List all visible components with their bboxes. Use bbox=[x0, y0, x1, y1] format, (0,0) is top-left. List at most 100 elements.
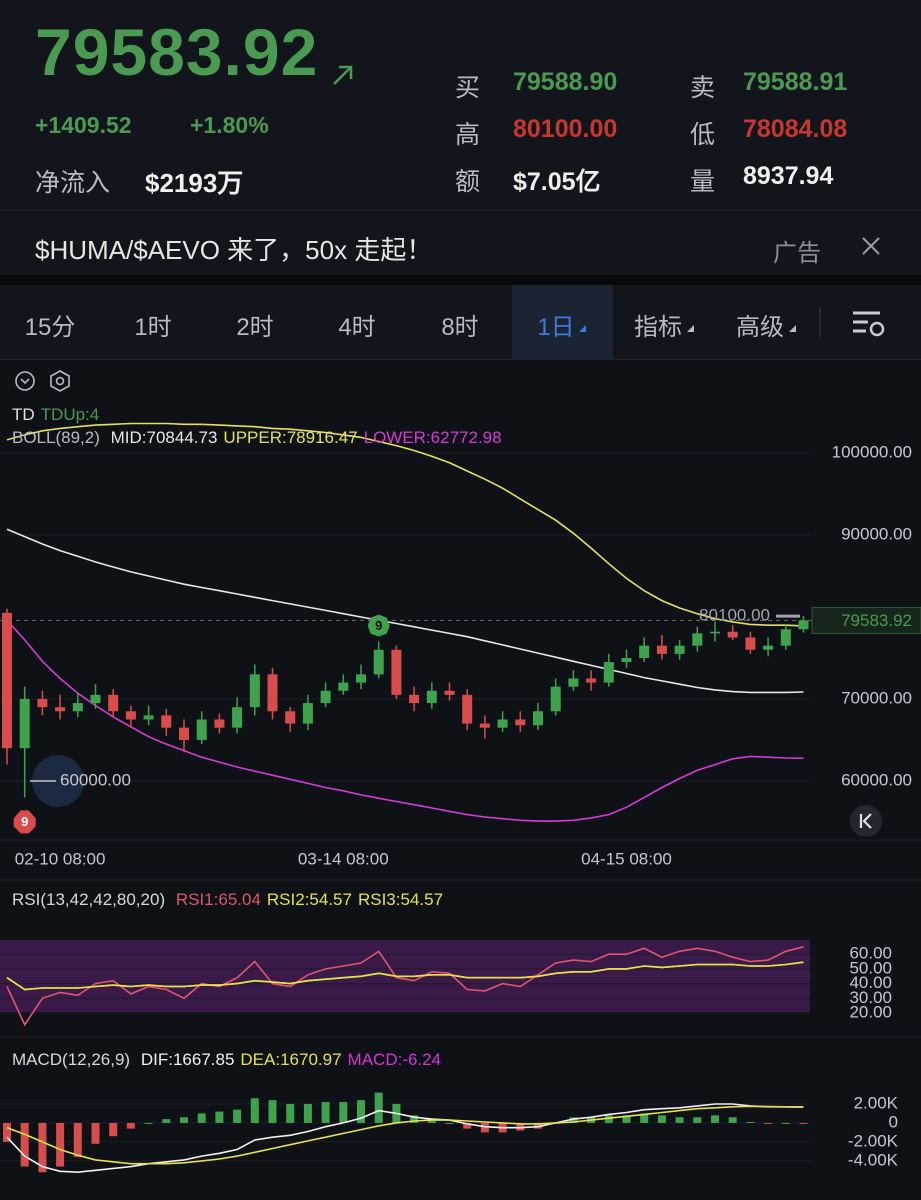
candle-body bbox=[179, 727, 189, 740]
macd-bar bbox=[622, 1115, 631, 1123]
candle-body bbox=[19, 698, 30, 749]
legend-entry: UPPER:78916.47 bbox=[223, 428, 358, 447]
candle-body bbox=[710, 631, 720, 634]
macd-bar bbox=[3, 1122, 11, 1142]
x-tick-label: 04-15 08:00 bbox=[581, 849, 672, 868]
macd-bar bbox=[126, 1122, 135, 1129]
indicator-line bbox=[6, 528, 804, 694]
y-tick-label: 50.00 bbox=[849, 958, 892, 977]
indicator-line bbox=[6, 422, 804, 627]
stat-value: 79588.90 bbox=[513, 68, 618, 96]
legend-label: MACD(12,26,9) bbox=[12, 1050, 131, 1069]
tab[interactable]: 高级 bbox=[736, 314, 784, 341]
macd-bar bbox=[480, 1122, 489, 1133]
tab[interactable]: 指标 bbox=[634, 314, 682, 341]
legend-entry: DIF:1667.85 bbox=[140, 1050, 235, 1069]
legend-label: RSI(13,42,42,80,20) bbox=[12, 890, 166, 909]
indicator-line bbox=[6, 1105, 804, 1165]
legend-entry: LOWER:62772.98 bbox=[363, 428, 502, 447]
tab-bar: 15分 1时 2时 4时 8时 1日 指标 高级 bbox=[0, 285, 921, 360]
candle-body bbox=[444, 690, 455, 695]
low-label: 60000.00 bbox=[60, 770, 131, 789]
macd-bar bbox=[357, 1100, 365, 1123]
stat-label: 额 bbox=[455, 168, 481, 196]
stat-label: 量 bbox=[690, 168, 716, 196]
macd-bar bbox=[799, 1122, 808, 1124]
candle-body bbox=[533, 711, 543, 726]
y-tick-label: -2.00K bbox=[848, 1131, 899, 1150]
candle-body bbox=[320, 690, 331, 704]
macd-bar bbox=[91, 1122, 100, 1144]
candle-body bbox=[462, 694, 473, 724]
close-button[interactable] bbox=[861, 236, 881, 256]
macd-bar bbox=[38, 1122, 47, 1173]
macd-bar bbox=[20, 1122, 29, 1167]
macd-bar bbox=[144, 1122, 153, 1124]
macd-bar bbox=[339, 1102, 348, 1123]
macd-bar bbox=[746, 1121, 755, 1123]
tab-icons bbox=[579, 307, 885, 337]
candle-body bbox=[55, 707, 66, 712]
y-tick-label: 2.00K bbox=[854, 1093, 899, 1112]
macd-bar bbox=[693, 1117, 702, 1123]
macd-bar bbox=[640, 1113, 649, 1123]
legend-entry: MID:70844.73 bbox=[110, 428, 218, 447]
ad-text[interactable]: $HUMA/$AEVO 来了，50x 走起！ bbox=[35, 235, 433, 265]
candle-body bbox=[143, 715, 154, 720]
macd-bar bbox=[534, 1122, 542, 1129]
macd-bar bbox=[410, 1115, 419, 1123]
candle-body bbox=[108, 694, 119, 712]
tab[interactable]: 1日 bbox=[537, 314, 575, 341]
last-price-box bbox=[811, 606, 921, 634]
macd-bar bbox=[162, 1119, 171, 1123]
collapse-button[interactable] bbox=[850, 805, 882, 837]
macd-bar bbox=[56, 1122, 65, 1167]
td-count: 9 bbox=[21, 814, 28, 829]
y-tick-label: 30.00 bbox=[849, 988, 892, 1007]
candle-body bbox=[639, 645, 650, 658]
candle-body bbox=[90, 694, 101, 704]
macd-bar bbox=[781, 1122, 790, 1124]
candle-body bbox=[621, 657, 632, 663]
x-tick-label: 02-10 08:00 bbox=[15, 849, 106, 868]
indicator-line bbox=[6, 1103, 804, 1174]
stat-label: 买 bbox=[455, 74, 481, 102]
candle-body bbox=[426, 690, 437, 704]
candle-body bbox=[763, 645, 774, 650]
tab[interactable]: 1时 bbox=[134, 314, 172, 341]
stat-value: 80100.00 bbox=[513, 115, 618, 143]
td-marker bbox=[13, 810, 36, 834]
y-tick-label: 60.00 bbox=[849, 944, 892, 963]
macd-bar bbox=[569, 1117, 578, 1123]
tab[interactable]: 15分 bbox=[24, 314, 76, 341]
indicator-line bbox=[6, 961, 804, 991]
stat-label: 低 bbox=[690, 121, 716, 149]
candle-body bbox=[656, 645, 667, 654]
candle-body bbox=[497, 719, 508, 728]
candle-body bbox=[515, 719, 526, 726]
macd-bar bbox=[303, 1103, 312, 1123]
macd-legend: MACD(12,26,9) DIF:1667.85 DEA:1670.97 MACD… bbox=[12, 1050, 447, 1070]
macd-bar bbox=[657, 1115, 666, 1123]
header: 79583.92 +1409.52 +1.80% 净流入 $2193万 买 79… bbox=[0, 0, 921, 275]
x-tick-label: 03-14 08:00 bbox=[298, 849, 389, 868]
high-label: 80100.00 bbox=[699, 606, 770, 625]
net-inflow-label: 净流入 bbox=[35, 169, 111, 197]
macd-bar bbox=[268, 1100, 277, 1123]
y-tick-label: 100000.00 bbox=[832, 442, 912, 461]
tab[interactable]: 2时 bbox=[236, 314, 274, 341]
legend-entry: MACD:-6.24 bbox=[347, 1050, 442, 1069]
macd-bar bbox=[321, 1102, 330, 1123]
td-legend: TD TDUp:4 bbox=[12, 405, 105, 425]
divider bbox=[0, 275, 921, 285]
legend-entry: DEA:1670.97 bbox=[240, 1050, 342, 1069]
tab[interactable]: 8时 bbox=[441, 314, 479, 341]
candle-body bbox=[692, 633, 703, 646]
macd-bar bbox=[711, 1115, 719, 1123]
candle-body bbox=[232, 707, 243, 728]
macd-bar bbox=[516, 1122, 525, 1131]
y-tick-label: -4.00K bbox=[848, 1150, 899, 1169]
tab[interactable]: 4时 bbox=[338, 314, 376, 341]
macd-bar bbox=[233, 1109, 242, 1123]
